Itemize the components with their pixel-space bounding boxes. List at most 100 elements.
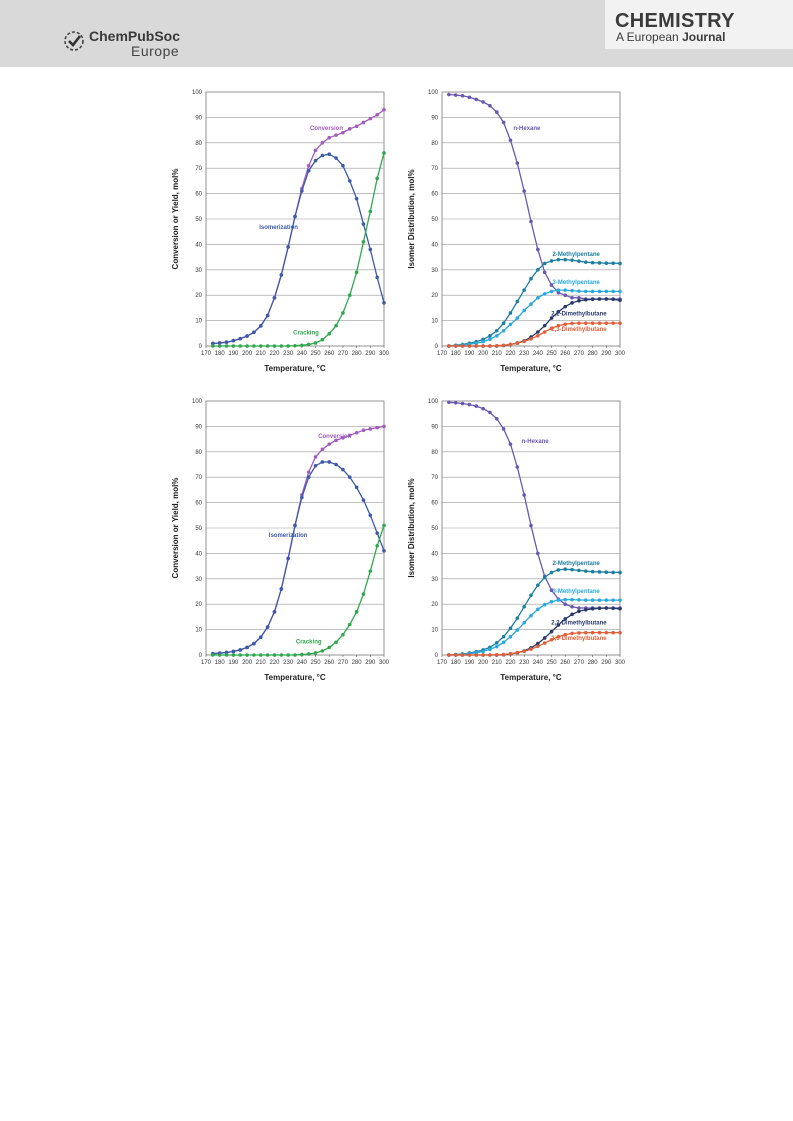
data-point-conversion <box>354 430 359 435</box>
y-tick-label: 10 <box>195 628 202 634</box>
data-point-conversion <box>327 135 332 140</box>
data-point-n-hexane <box>481 100 485 104</box>
data-point-cracking <box>211 344 215 348</box>
data-point-isomerization <box>245 334 249 338</box>
data-point-2-3-dimethylbutane <box>577 631 581 635</box>
data-point-n-hexane <box>529 219 533 224</box>
data-point-2-3-dimethylbutane <box>570 321 574 326</box>
publisher-emblem-icon <box>64 31 84 51</box>
data-point-2-2-dimethylbutane <box>611 297 615 302</box>
data-point-2-2-dimethylbutane <box>577 609 581 614</box>
data-point-2-3-dimethylbutane <box>494 652 499 657</box>
y-tick-label: 70 <box>431 166 438 172</box>
data-point-2-methylpentane <box>522 604 526 609</box>
data-point-cracking <box>293 343 297 348</box>
x-tick-label: 300 <box>379 660 390 666</box>
chart-bottom-right: 0 10 20 30 40 50 60 70 80 90 100 170 180 190 200 210 220… <box>400 393 630 693</box>
data-point-conversion <box>341 130 345 135</box>
data-point-2-3-dimethylbutane <box>460 344 465 348</box>
data-point-n-hexane <box>494 110 499 114</box>
x-tick-label: 290 <box>365 660 376 666</box>
data-point-2-methylpentane <box>590 569 595 574</box>
data-point-isomerization <box>245 645 249 650</box>
x-tick-label: 290 <box>365 351 376 357</box>
data-point-2-3-dimethylbutane <box>481 653 485 657</box>
y-tick-label: 60 <box>195 192 202 198</box>
y-tick-label: 0 <box>435 653 439 659</box>
data-point-n-hexane <box>453 93 458 97</box>
data-point-n-hexane <box>563 293 568 297</box>
y-tick-label: 80 <box>195 141 202 147</box>
data-point-isomerization <box>217 341 222 345</box>
data-point-3-methylpentane <box>604 289 609 294</box>
journal-banner: CHEMISTRY A European Journal <box>605 0 793 49</box>
y-tick-label: 30 <box>431 268 438 274</box>
data-point-2-3-dimethylbutane <box>508 342 513 347</box>
data-point-cracking <box>382 523 386 528</box>
x-tick-label: 260 <box>560 660 571 666</box>
data-point-isomerization <box>375 275 379 280</box>
data-point-3-methylpentane <box>563 288 568 292</box>
data-point-cracking <box>300 652 304 657</box>
data-point-2-3-dimethylbutane <box>488 344 492 348</box>
data-point-n-hexane <box>447 400 451 405</box>
data-point-isomerization <box>238 648 243 652</box>
data-point-isomerization <box>265 625 270 629</box>
data-point-2-3-dimethylbutane <box>556 323 561 328</box>
data-point-isomerization <box>279 273 284 277</box>
data-point-n-hexane <box>549 283 554 287</box>
data-point-conversion <box>320 447 325 452</box>
data-point-2-3-dimethylbutane <box>467 344 472 348</box>
data-point-conversion <box>341 436 345 440</box>
series-label-2-3-dimethylbutane: 2,3-Dimethylbutane <box>551 636 607 642</box>
data-point-isomerization <box>300 189 304 193</box>
data-point-3-methylpentane <box>481 339 485 344</box>
data-point-isomerization <box>293 214 297 219</box>
data-point-conversion <box>375 113 379 117</box>
x-tick-label: 250 <box>311 351 322 357</box>
y-tick-label: 70 <box>195 166 202 172</box>
y-tick-label: 80 <box>431 450 438 456</box>
data-point-3-methylpentane <box>474 341 479 346</box>
data-point-2-3-dimethylbutane <box>597 321 602 325</box>
data-point-cracking <box>272 653 277 657</box>
data-point-2-2-dimethylbutane <box>536 330 540 334</box>
data-point-isomerization <box>258 324 263 328</box>
series-label-isomerization: Isomerization <box>259 225 298 231</box>
x-tick-label: 190 <box>464 351 475 357</box>
data-point-isomerization <box>368 513 373 518</box>
series-label-2-methylpentane: 2-Methylpentane <box>553 252 601 258</box>
data-point-cracking <box>382 151 386 155</box>
data-point-isomerization <box>347 179 352 183</box>
data-point-3-methylpentane <box>549 289 554 294</box>
data-point-2-methylpentane <box>563 567 568 571</box>
series-isomerization <box>211 152 386 346</box>
data-point-2-methylpentane <box>536 268 540 272</box>
data-point-conversion <box>382 424 386 429</box>
data-point-cracking <box>341 311 345 315</box>
data-point-2-2-dimethylbutane <box>597 297 602 301</box>
data-point-cracking <box>279 344 284 348</box>
data-point-cracking <box>313 341 318 345</box>
data-point-isomerization <box>327 460 332 464</box>
data-point-2-3-dimethylbutane <box>563 322 568 326</box>
publisher-name: ChemPubSoc <box>89 28 181 44</box>
data-point-3-methylpentane <box>515 316 520 320</box>
data-point-2-2-dimethylbutane <box>577 298 581 303</box>
data-point-2-methylpentane <box>542 575 547 580</box>
data-point-2-methylpentane <box>529 593 533 598</box>
data-point-2-methylpentane <box>501 634 506 639</box>
x-axis-label: Temperature, °C <box>500 364 562 373</box>
data-point-2-3-dimethylbutane <box>536 334 540 338</box>
data-point-2-methylpentane <box>577 568 581 573</box>
chart-bottom-left-svg: 0 10 20 30 40 50 60 70 80 90 100 170 180 190 200 210 220… <box>171 399 390 682</box>
y-tick-label: 40 <box>431 551 438 557</box>
chart-bottom-right-svg: 0 10 20 30 40 50 60 70 80 90 100 170 180 190 200 210 220… <box>407 399 626 682</box>
y-axis-label: Isomer Distribution, mol% <box>407 169 416 268</box>
data-point-cracking <box>258 344 263 348</box>
x-tick-label: 260 <box>560 351 571 357</box>
data-point-n-hexane <box>474 404 479 408</box>
x-tick-label: 210 <box>492 660 503 666</box>
data-point-2-2-dimethylbutane <box>583 607 588 612</box>
data-point-isomerization <box>313 463 318 468</box>
